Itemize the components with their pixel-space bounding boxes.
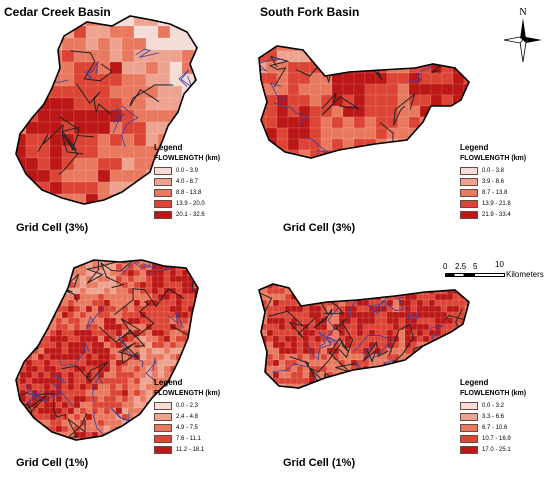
legend-south-3: Legend FLOWLENGTH (km) 0.0 - 3.8 3.9 - 8… (460, 143, 526, 220)
map-cedar-1 (15, 259, 199, 441)
legend-class-label: 21.9 - 33.4 (482, 211, 511, 218)
legend-field: FLOWLENGTH (km) (460, 390, 527, 397)
legend-class-label: 17.0 - 25.1 (482, 446, 511, 453)
legend-row: 13.9 - 21.8 (460, 198, 526, 209)
legend-class-label: 11.2 - 18.1 (176, 446, 205, 453)
legend-class-label: 7.6 - 11.1 (176, 435, 201, 442)
legend-row: 21.9 - 33.4 (460, 209, 526, 220)
legend-class-label: 13.9 - 21.8 (482, 200, 511, 207)
caption-cedar-3: Grid Cell (3%) (16, 222, 89, 234)
legend-class-label: 8.8 - 13.8 (176, 189, 202, 196)
legend-row: 17.0 - 25.1 (460, 444, 526, 455)
legend-title: Legend (460, 378, 489, 387)
legend-row: 10.7 - 16.9 (460, 433, 526, 444)
legend-cedar-3: Legend FLOWLENGTH (km) 0.0 - 3.9 4.0 - 8… (154, 143, 220, 220)
legend-title: Legend (154, 143, 183, 152)
legend-row: 3.9 - 8.6 (460, 176, 526, 187)
north-label: N (519, 7, 526, 18)
cedar-creek-title: Cedar Creek Basin (4, 5, 111, 19)
legend-row: 0.0 - 3.9 (154, 165, 220, 176)
scale-tick-3: 10 (495, 260, 504, 269)
legend-field: FLOWLENGTH (km) (460, 155, 527, 162)
legend-class-label: 0.0 - 3.2 (482, 402, 505, 409)
map-south-3 (258, 45, 470, 159)
legend-south-1: Legend FLOWLENGTH (km) 0.0 - 3.2 3.3 - 6… (460, 378, 526, 455)
legend-title: Legend (460, 143, 489, 152)
caption-south-3: Grid Cell (3%) (283, 222, 356, 234)
legend-cedar-1: Legend FLOWLENGTH (km) 0.0 - 2.3 2.4 - 4… (154, 378, 220, 455)
legend-class-label: 20.1 - 32.6 (176, 211, 205, 218)
north-arrow-icon: N (503, 7, 542, 62)
legend-class-label: 0.0 - 2.3 (176, 402, 199, 409)
scale-tick-1: 2.5 (455, 262, 467, 271)
legend-row: 8.8 - 13.8 (154, 187, 220, 198)
legend-class-label: 0.0 - 3.9 (176, 167, 199, 174)
legend-row: 2.4 - 4.8 (154, 411, 220, 422)
map-cedar-3 (15, 15, 198, 205)
legend-field: FLOWLENGTH (km) (154, 390, 221, 397)
legend-class-label: 3.9 - 8.6 (482, 178, 505, 185)
scale-bar: 0 2.5 5 10 Kilometers (443, 260, 545, 284)
scale-tick-2: 5 (473, 262, 478, 271)
legend-class-label: 13.9 - 20.0 (176, 200, 205, 207)
legend-class-label: 6.7 - 10.6 (482, 424, 508, 431)
legend-class-label: 3.3 - 6.6 (482, 413, 505, 420)
south-fork-title: South Fork Basin (260, 5, 360, 19)
caption-south-1: Grid Cell (1%) (283, 457, 356, 469)
legend-row: 4.0 - 8.7 (154, 176, 220, 187)
legend-class-label: 2.4 - 4.8 (176, 413, 199, 420)
legend-class-label: 4.9 - 7.5 (176, 424, 199, 431)
legend-row: 6.7 - 10.6 (460, 422, 526, 433)
legend-row: 0.0 - 3.2 (460, 400, 526, 411)
legend-row: 11.2 - 18.1 (154, 444, 220, 455)
scale-tick-0: 0 (443, 262, 448, 271)
scale-unit: Kilometers (506, 270, 544, 279)
legend-row: 8.7 - 13.8 (460, 187, 526, 198)
legend-row: 20.1 - 32.6 (154, 209, 220, 220)
map-south-1 (258, 283, 470, 389)
legend-row: 0.0 - 2.3 (154, 400, 220, 411)
legend-class-label: 10.7 - 16.9 (482, 435, 511, 442)
legend-class-label: 0.0 - 3.8 (482, 167, 505, 174)
legend-title: Legend (154, 378, 183, 387)
caption-cedar-1: Grid Cell (1%) (16, 457, 89, 469)
legend-row: 4.9 - 7.5 (154, 422, 220, 433)
legend-field: FLOWLENGTH (km) (154, 155, 221, 162)
legend-class-label: 4.0 - 8.7 (176, 178, 199, 185)
legend-row: 3.3 - 6.6 (460, 411, 526, 422)
legend-row: 7.6 - 11.1 (154, 433, 220, 444)
legend-row: 0.0 - 3.8 (460, 165, 526, 176)
legend-row: 13.9 - 20.0 (154, 198, 220, 209)
legend-class-label: 8.7 - 13.8 (482, 189, 508, 196)
